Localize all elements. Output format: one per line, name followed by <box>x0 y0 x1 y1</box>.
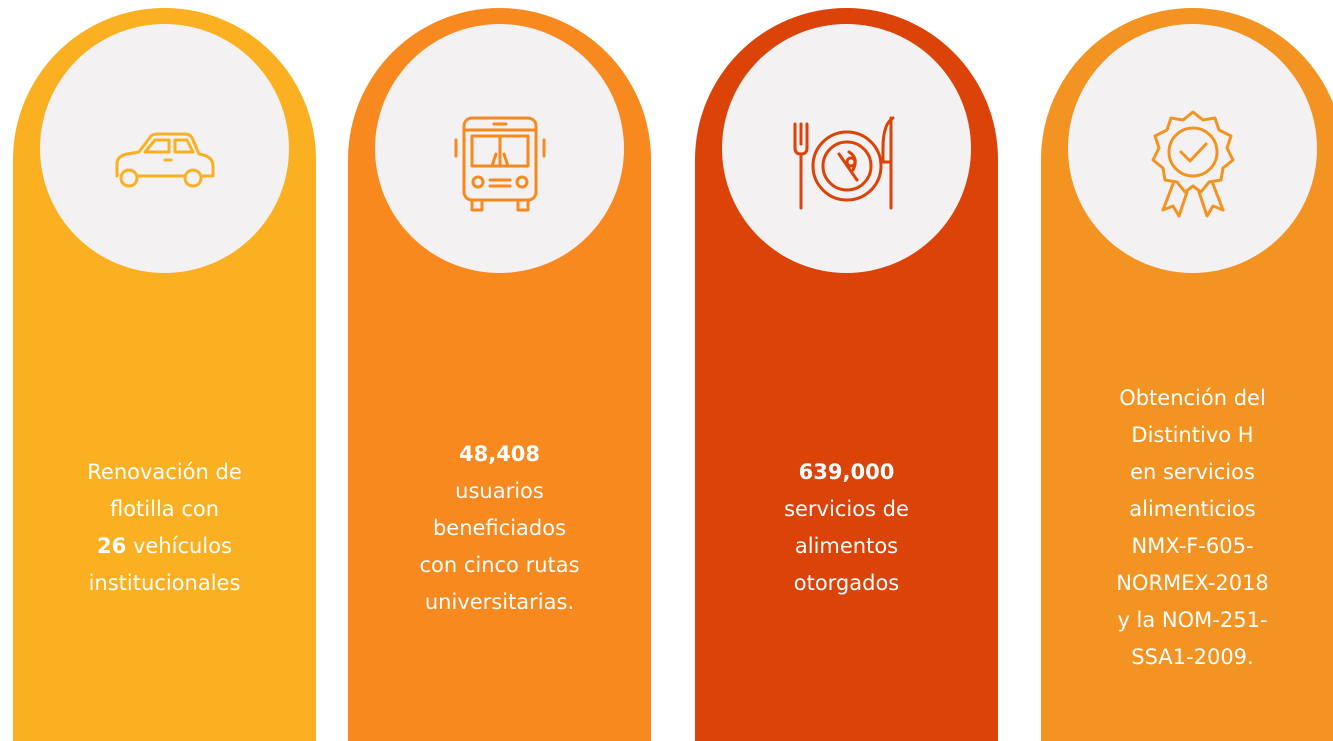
text-line: 26 vehículos <box>97 528 232 565</box>
text: otorgados <box>793 571 900 595</box>
text-line: alimenticios <box>1129 491 1255 528</box>
text-line: beneficiados <box>433 510 566 547</box>
text: con cinco rutas <box>419 552 580 577</box>
icon-circle <box>40 24 289 273</box>
text: SSA1-2009. <box>1131 645 1254 669</box>
icon-circle <box>375 24 624 273</box>
card-text: 639,000 servicios de alimentos otorgados <box>695 348 998 708</box>
card: 48,408 usuarios beneficiados con cinco ruta… <box>348 8 651 741</box>
text-line: universitarias. <box>425 584 574 621</box>
text-line: y la NOM-251- <box>1117 602 1267 639</box>
highlight: 48,408 <box>458 441 541 466</box>
icon-circle <box>1068 24 1317 273</box>
text: NORMEX-2018 <box>1116 571 1269 595</box>
card-text: Obtención del Distintivo H en servicios ali… <box>1041 348 1333 708</box>
card: Renovación de flotilla con 26 vehículos ins… <box>13 8 316 741</box>
text: beneficiados <box>432 515 567 540</box>
text-line: otorgados <box>794 565 900 602</box>
text-line: 48,408 <box>459 436 540 473</box>
text-line: alimentos <box>795 528 898 565</box>
text: alimentos <box>794 534 899 558</box>
highlight: 26 <box>97 534 127 558</box>
text-line: 639,000 <box>799 454 895 491</box>
icon-circle <box>722 24 971 273</box>
card-text: 48,408 usuarios beneficiados con cinco ruta… <box>348 348 651 708</box>
text-line: Obtención del <box>1119 380 1266 417</box>
text-line: servicios de <box>784 491 909 528</box>
text: en servicios <box>1130 460 1255 484</box>
text-line: usuarios <box>455 473 544 510</box>
text: NMX-F-605- <box>1131 534 1254 558</box>
text: Distintivo H <box>1131 423 1254 447</box>
badge-icon <box>1151 110 1234 217</box>
text-line: Renovación de <box>87 454 242 491</box>
text: flotilla con <box>109 497 220 521</box>
card-text: Renovación de flotilla con 26 vehículos ins… <box>13 348 316 708</box>
card: Obtención del Distintivo H en servicios ali… <box>1041 8 1333 741</box>
text: institucionales <box>88 571 241 595</box>
text: vehículos <box>126 534 232 558</box>
card: 639,000 servicios de alimentos otorgados <box>695 8 998 741</box>
text-line: en servicios <box>1130 454 1255 491</box>
text-line: institucionales <box>89 565 241 602</box>
text-line: NMX-F-605- <box>1131 528 1253 565</box>
text-line: Distintivo H <box>1131 417 1253 454</box>
text-line: con cinco rutas <box>419 547 579 584</box>
highlight: 639,000 <box>798 460 895 484</box>
text-line: SSA1-2009. <box>1131 639 1253 676</box>
text: servicios de <box>784 497 909 521</box>
food-icon <box>793 116 894 209</box>
car-icon <box>115 132 214 187</box>
text-line: NORMEX-2018 <box>1116 565 1269 602</box>
text: usuarios <box>455 478 544 503</box>
text: Obtención del <box>1119 386 1266 410</box>
text: Renovación de <box>87 460 242 484</box>
text: y la NOM-251- <box>1117 608 1268 632</box>
bus-icon <box>454 116 545 211</box>
text: alimenticios <box>1129 497 1256 521</box>
text-line: flotilla con <box>110 491 219 528</box>
text: universitarias. <box>424 589 575 614</box>
